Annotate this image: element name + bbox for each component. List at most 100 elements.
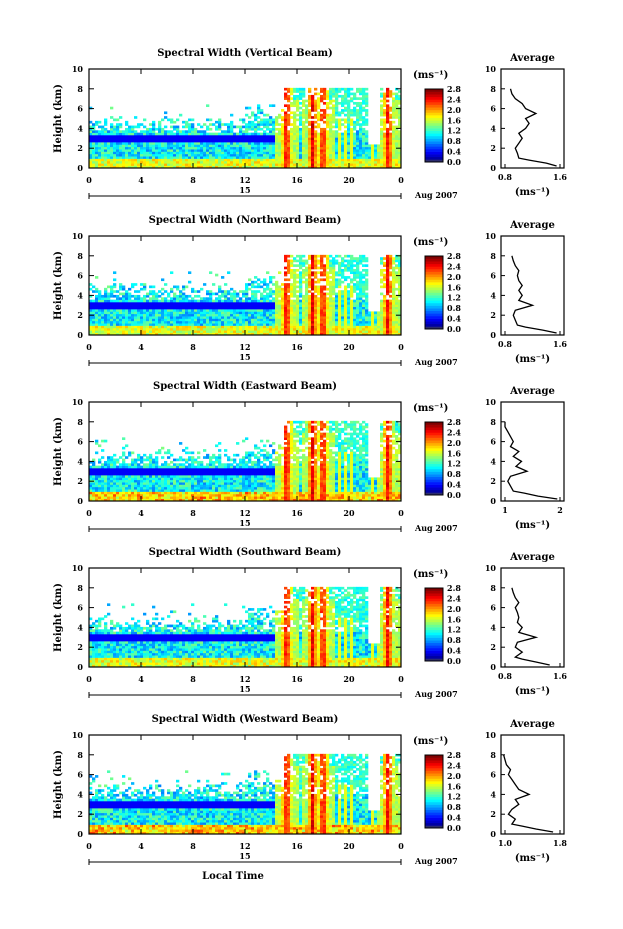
heatmap-cell <box>383 264 387 267</box>
heatmap-cell <box>338 135 342 138</box>
heatmap-cell <box>386 130 390 133</box>
heatmap-cell <box>278 163 282 166</box>
heatmap-cell <box>290 160 294 164</box>
heatmap-cell <box>314 125 318 129</box>
heatmap-cell <box>341 316 345 319</box>
heatmap-cell <box>278 318 282 322</box>
heatmap-cell <box>320 132 324 136</box>
heatmap-cell <box>308 151 312 155</box>
heatmap-cell <box>263 283 267 286</box>
heatmap-cell <box>254 144 258 148</box>
heatmap-cell <box>158 163 162 166</box>
heatmap-cell <box>356 325 360 329</box>
heatmap-cell <box>380 156 384 159</box>
heatmap-cell <box>128 330 132 333</box>
heatmap-cell <box>251 146 255 150</box>
heatmap-cell <box>248 116 252 119</box>
heatmap-cell <box>377 153 381 157</box>
avg-x-tick-label: 1.6 <box>553 339 567 349</box>
heatmap-cell <box>230 165 234 169</box>
heatmap-cell <box>323 116 327 119</box>
heatmap-cell <box>224 290 228 293</box>
heatmap-cell <box>164 306 168 310</box>
heatmap-cell <box>158 311 162 315</box>
heatmap-cell <box>299 102 303 105</box>
heatmap-cell <box>311 142 315 145</box>
heatmap-cell <box>128 309 132 312</box>
heatmap-cell <box>197 144 201 148</box>
heatmap-cell <box>161 146 165 150</box>
heatmap-cell <box>125 330 129 333</box>
heatmap-cell <box>284 271 288 275</box>
heatmap-cell <box>167 137 171 141</box>
heatmap-cell <box>296 99 300 103</box>
heatmap-cell <box>245 311 249 315</box>
heatmap-cell <box>266 304 270 308</box>
heatmap-cell <box>317 144 321 148</box>
heatmap-cell <box>242 137 246 141</box>
heatmap-cell <box>365 299 369 303</box>
heatmap-cell <box>305 125 309 129</box>
heatmap-cell <box>101 146 105 150</box>
heatmap-cell <box>353 113 357 117</box>
heatmap-cell <box>356 120 360 124</box>
day-label: 15 <box>239 352 250 362</box>
heatmap-cell <box>281 292 285 296</box>
heatmap-cell <box>287 327 291 331</box>
heatmap-cell <box>317 125 321 129</box>
heatmap-cell <box>101 135 105 138</box>
heatmap-cell <box>383 330 387 333</box>
heatmap-cell <box>311 299 315 303</box>
heatmap-cell <box>329 304 333 308</box>
heatmap-cell <box>353 278 357 282</box>
heatmap-cell <box>323 325 327 329</box>
heatmap-cell <box>167 153 171 157</box>
heatmap-cell <box>344 142 348 145</box>
heatmap-cell <box>275 320 279 324</box>
heatmap-cell <box>299 92 303 96</box>
heatmap-cell <box>104 160 108 164</box>
heatmap-cell <box>395 299 399 303</box>
heatmap-cell <box>203 151 207 155</box>
heatmap-cell <box>302 299 306 303</box>
heatmap-cell <box>233 151 237 155</box>
heatmap-cell <box>335 316 339 319</box>
heatmap-cell <box>134 139 138 143</box>
heatmap-cell <box>209 137 213 141</box>
heatmap-cell <box>392 273 396 277</box>
heatmap-cell <box>149 309 153 312</box>
heatmap-cell <box>365 97 369 100</box>
heatmap-cell <box>185 146 189 150</box>
heatmap-cell <box>365 287 369 291</box>
heatmap-cell <box>242 151 246 155</box>
heatmap-cell <box>314 280 318 284</box>
heatmap-cell <box>152 130 156 133</box>
heatmap-cell <box>293 113 297 117</box>
heatmap-cell <box>257 153 261 157</box>
heatmap-cell <box>134 311 138 315</box>
heatmap-cell <box>395 139 399 143</box>
heatmap-cell <box>329 144 333 148</box>
heatmap-cell <box>254 320 258 324</box>
heatmap-cell <box>116 146 120 150</box>
heatmap-cell <box>362 306 366 310</box>
heatmap-cell <box>293 316 297 319</box>
heatmap-cell <box>293 302 297 305</box>
heatmap-cell <box>278 313 282 317</box>
heatmap-cell <box>251 120 255 124</box>
heatmap-cell <box>269 123 273 126</box>
heatmap-cell <box>257 318 261 322</box>
heatmap-cell <box>137 165 141 169</box>
heatmap-cell <box>269 294 273 298</box>
heatmap-cell <box>314 120 318 124</box>
heatmap-cell <box>197 132 201 136</box>
heatmap-cell <box>230 316 234 319</box>
heatmap-cell <box>278 130 282 133</box>
heatmap-cell <box>116 332 120 336</box>
heatmap-cell <box>230 135 234 138</box>
heatmap-cell <box>200 302 204 305</box>
heatmap-cell <box>284 156 288 159</box>
heatmap-cell <box>251 304 255 308</box>
heatmap-cell <box>89 127 93 131</box>
heatmap-cell <box>308 123 312 126</box>
